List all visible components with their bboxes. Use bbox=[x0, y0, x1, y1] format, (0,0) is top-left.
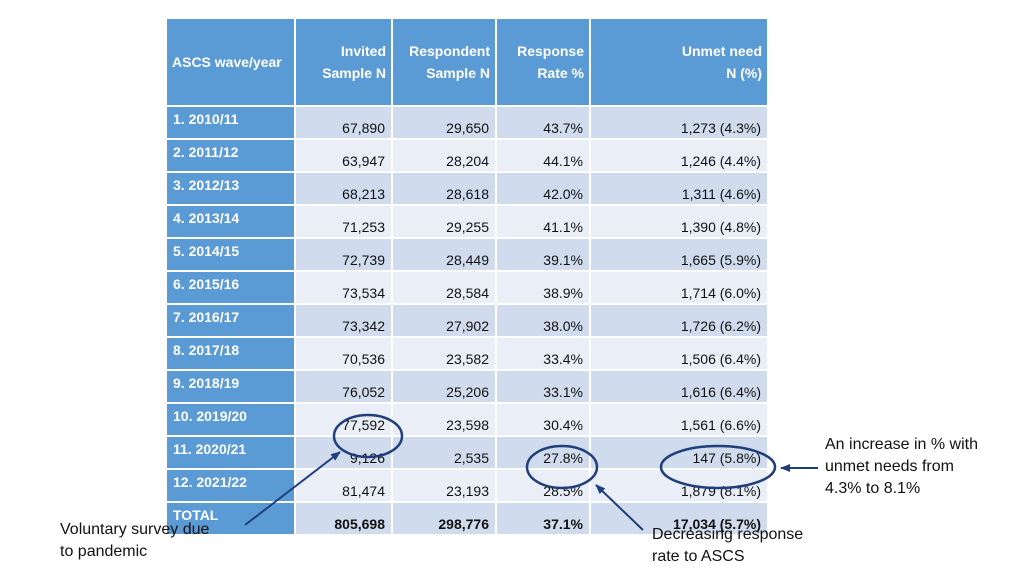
cell-wave: 10. 2019/20 bbox=[165, 402, 296, 437]
annotation-unmet-line-1: An increase in % with bbox=[825, 436, 978, 453]
cell-respondent: 29,650 bbox=[391, 105, 497, 140]
header-response-rate: Response Rate % bbox=[495, 17, 591, 107]
cell-respondent: 28,618 bbox=[391, 171, 497, 206]
cell-wave: 5. 2014/15 bbox=[165, 237, 296, 272]
cell-unmet-need: 1,726 (6.2%) bbox=[589, 303, 769, 338]
cell-response-rate: 33.4% bbox=[495, 336, 591, 371]
cell-wave: 8. 2017/18 bbox=[165, 336, 296, 371]
cell-response-rate: 37.1% bbox=[495, 501, 591, 536]
annotation-unmet-line-2: unmet needs from bbox=[825, 458, 954, 475]
cell-unmet-need: 1,665 (5.9%) bbox=[589, 237, 769, 272]
table-row: 3. 2012/13 68,213 28,618 42.0% 1,311 (4.6%) bbox=[165, 171, 769, 206]
cell-invited: 70,536 bbox=[294, 336, 393, 371]
cell-unmet-need: 1,561 (6.6%) bbox=[589, 402, 769, 437]
table-row: 4. 2013/14 71,253 29,255 41.1% 1,390 (4.8%) bbox=[165, 204, 769, 239]
header-unmet-need: Unmet need N (%) bbox=[589, 17, 769, 107]
cell-wave: 12. 2021/22 bbox=[165, 468, 296, 503]
cell-response-rate: 42.0% bbox=[495, 171, 591, 206]
cell-respondent: 29,255 bbox=[391, 204, 497, 239]
table-row: 8. 2017/18 70,536 23,582 33.4% 1,506 (6.4%) bbox=[165, 336, 769, 371]
table-body: 1. 2010/11 67,890 29,650 43.7% 1,273 (4.3%) 2… bbox=[165, 105, 769, 536]
cell-unmet-need: 1,879 (8.1%) bbox=[589, 468, 769, 503]
cell-response-rate: 41.1% bbox=[495, 204, 591, 239]
table-row: 1. 2010/11 67,890 29,650 43.7% 1,273 (4.3%) bbox=[165, 105, 769, 140]
annotation-voluntary-survey: Voluntary survey due to pandemic bbox=[60, 519, 209, 563]
cell-unmet-need: 1,311 (4.6%) bbox=[589, 171, 769, 206]
table-row: 2. 2011/12 63,947 28,204 44.1% 1,246 (4.4%) bbox=[165, 138, 769, 173]
table-header-row: ASCS wave/year Invited Sample N Responden… bbox=[165, 17, 769, 107]
table-row: 11. 2020/21 9,126 2,535 27.8% 147 (5.8%) bbox=[165, 435, 769, 470]
cell-invited: 71,253 bbox=[294, 204, 393, 239]
cell-unmet-need: 1,390 (4.8%) bbox=[589, 204, 769, 239]
cell-invited: 73,534 bbox=[294, 270, 393, 305]
cell-invited: 9,126 bbox=[294, 435, 393, 470]
annotation-unmet-line-3: 4.3% to 8.1% bbox=[825, 480, 921, 497]
cell-wave: 7. 2016/17 bbox=[165, 303, 296, 338]
cell-response-rate: 33.1% bbox=[495, 369, 591, 404]
annotation-response-line-2: rate to ASCS bbox=[652, 548, 745, 565]
cell-unmet-need: 147 (5.8%) bbox=[589, 435, 769, 470]
cell-unmet-need: 1,246 (4.4%) bbox=[589, 138, 769, 173]
header-invited: Invited Sample N bbox=[294, 17, 393, 107]
cell-invited: 805,698 bbox=[294, 501, 393, 536]
cell-wave: 9. 2018/19 bbox=[165, 369, 296, 404]
table-row: 10. 2019/20 77,592 23,598 30.4% 1,561 (6.6%) bbox=[165, 402, 769, 437]
cell-response-rate: 44.1% bbox=[495, 138, 591, 173]
annotation-voluntary-line-1: Voluntary survey due bbox=[60, 521, 210, 538]
cell-wave: 6. 2015/16 bbox=[165, 270, 296, 305]
cell-response-rate: 38.9% bbox=[495, 270, 591, 305]
cell-invited: 63,947 bbox=[294, 138, 393, 173]
annotation-response-line-1: Decreasing response bbox=[652, 526, 804, 543]
cell-respondent: 23,582 bbox=[391, 336, 497, 371]
cell-wave: 11. 2020/21 bbox=[165, 435, 296, 470]
cell-invited: 77,592 bbox=[294, 402, 393, 437]
cell-respondent: 28,584 bbox=[391, 270, 497, 305]
cell-respondent: 27,902 bbox=[391, 303, 497, 338]
cell-unmet-need: 1,714 (6.0%) bbox=[589, 270, 769, 305]
cell-invited: 68,213 bbox=[294, 171, 393, 206]
cell-respondent: 28,204 bbox=[391, 138, 497, 173]
cell-invited: 76,052 bbox=[294, 369, 393, 404]
cell-invited: 73,342 bbox=[294, 303, 393, 338]
cell-wave: 1. 2010/11 bbox=[165, 105, 296, 140]
cell-response-rate: 39.1% bbox=[495, 237, 591, 272]
cell-response-rate: 38.0% bbox=[495, 303, 591, 338]
table-row: 12. 2021/22 81,474 23,193 28.5% 1,879 (8.1%) bbox=[165, 468, 769, 503]
table-row: 7. 2016/17 73,342 27,902 38.0% 1,726 (6.2%) bbox=[165, 303, 769, 338]
annotation-unmet-increase: An increase in % with unmet needs from 4… bbox=[825, 434, 978, 500]
cell-response-rate: 28.5% bbox=[495, 468, 591, 503]
cell-respondent: 28,449 bbox=[391, 237, 497, 272]
annotation-response-decline: Decreasing response rate to ASCS bbox=[652, 524, 803, 568]
cell-invited: 81,474 bbox=[294, 468, 393, 503]
cell-respondent: 23,193 bbox=[391, 468, 497, 503]
cell-wave: 2. 2011/12 bbox=[165, 138, 296, 173]
header-respondent: Respondent Sample N bbox=[391, 17, 497, 107]
header-wave: ASCS wave/year bbox=[165, 17, 296, 107]
cell-response-rate: 27.8% bbox=[495, 435, 591, 470]
cell-invited: 67,890 bbox=[294, 105, 393, 140]
cell-respondent: 25,206 bbox=[391, 369, 497, 404]
cell-wave: 4. 2013/14 bbox=[165, 204, 296, 239]
cell-invited: 72,739 bbox=[294, 237, 393, 272]
ascs-table: ASCS wave/year Invited Sample N Responden… bbox=[165, 17, 769, 536]
ascs-table-container: ASCS wave/year Invited Sample N Responden… bbox=[165, 17, 769, 536]
cell-response-rate: 30.4% bbox=[495, 402, 591, 437]
cell-wave: 3. 2012/13 bbox=[165, 171, 296, 206]
annotation-voluntary-line-2: to pandemic bbox=[60, 543, 148, 560]
cell-unmet-need: 1,616 (6.4%) bbox=[589, 369, 769, 404]
table-row: 9. 2018/19 76,052 25,206 33.1% 1,616 (6.4%) bbox=[165, 369, 769, 404]
cell-unmet-need: 1,273 (4.3%) bbox=[589, 105, 769, 140]
cell-unmet-need: 1,506 (6.4%) bbox=[589, 336, 769, 371]
cell-respondent: 23,598 bbox=[391, 402, 497, 437]
cell-respondent: 298,776 bbox=[391, 501, 497, 536]
cell-respondent: 2,535 bbox=[391, 435, 497, 470]
cell-response-rate: 43.7% bbox=[495, 105, 591, 140]
table-row: 5. 2014/15 72,739 28,449 39.1% 1,665 (5.9%) bbox=[165, 237, 769, 272]
table-row: 6. 2015/16 73,534 28,584 38.9% 1,714 (6.0%) bbox=[165, 270, 769, 305]
